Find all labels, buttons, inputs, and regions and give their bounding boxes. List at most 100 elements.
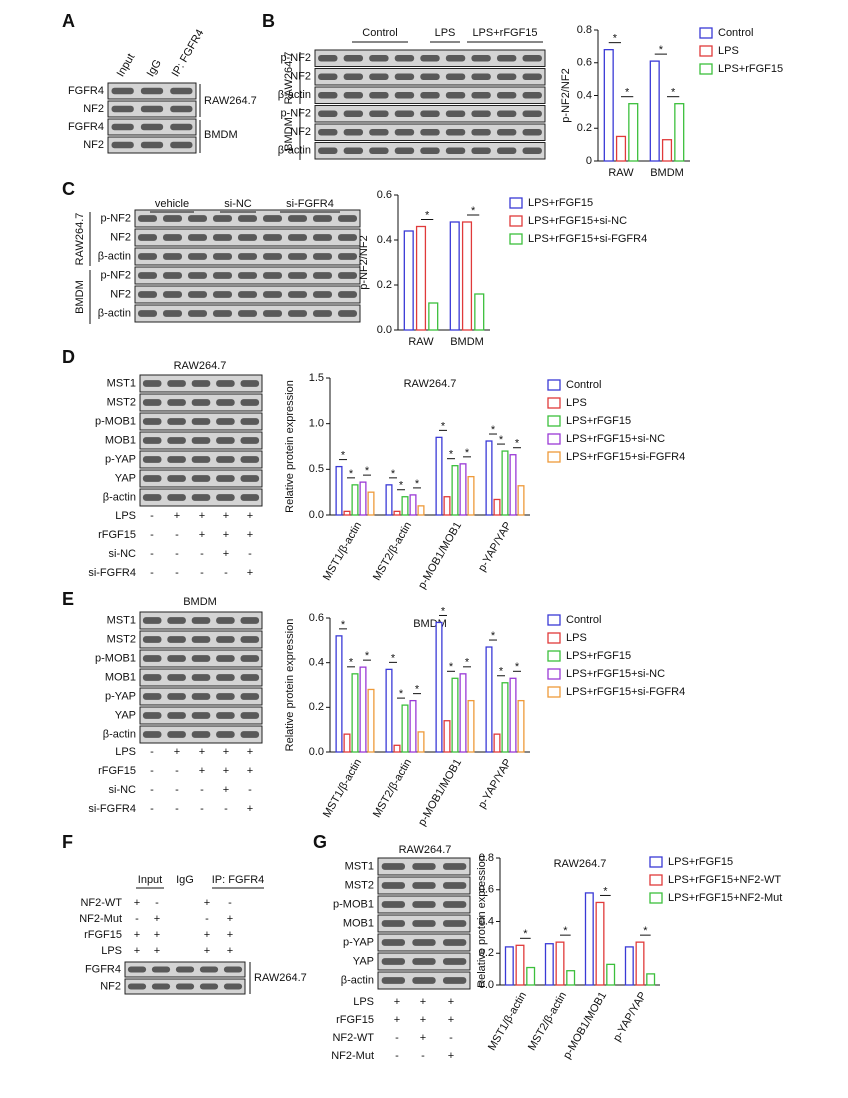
blot-band: [338, 272, 357, 279]
bar: [385, 484, 393, 516]
blot-band: [170, 87, 193, 95]
condition-sign: +: [227, 945, 233, 957]
blot-band: [151, 983, 171, 990]
bar: [566, 970, 576, 986]
blot-band: [111, 105, 134, 113]
bar: [628, 103, 639, 162]
blot-band: [343, 128, 364, 136]
blot-band: [471, 54, 491, 62]
legend-label: LPS+rFGF15+si-NC: [566, 668, 665, 680]
bar: [493, 733, 501, 753]
significance-label: *: [391, 468, 396, 480]
blot-column-label: Input: [115, 52, 138, 79]
blot-row-label: NF2: [110, 288, 131, 300]
y-tick-label: 0.6: [309, 612, 324, 624]
blot-band: [288, 291, 307, 298]
condition-label: si-NC: [109, 548, 137, 560]
condition-sign: -: [150, 548, 154, 560]
significance-label: *: [449, 661, 454, 673]
bar: [367, 688, 375, 753]
blot-band: [318, 73, 338, 81]
blot-band: [191, 617, 211, 624]
y-tick-label: 0.4: [479, 915, 494, 927]
legend-swatch: [649, 892, 663, 904]
blot-row-label: p-NF2: [280, 108, 311, 120]
blot-band: [142, 693, 162, 700]
blot-band: [318, 110, 338, 118]
blot-group-label: BMDM: [74, 280, 86, 314]
significance-label: *: [465, 447, 470, 459]
bar: [624, 946, 634, 986]
blot-band: [522, 147, 542, 155]
bar: [343, 510, 351, 516]
condition-sign: -: [200, 548, 204, 560]
blot-row-label: MST1: [107, 377, 136, 389]
condition-sign: +: [223, 784, 229, 796]
blot-band: [238, 234, 257, 241]
legend-label: LPS+rFGF15: [528, 197, 593, 209]
condition-label: si-NC: [109, 784, 137, 796]
blot-band: [167, 617, 186, 624]
condition-sign: +: [223, 510, 229, 522]
blot-band: [142, 418, 162, 425]
blot-band: [238, 310, 257, 317]
blot-band: [216, 437, 235, 444]
blot-column-label: vehicle: [155, 198, 189, 210]
condition-sign: +: [420, 996, 426, 1008]
bar: [409, 699, 417, 753]
bar: [615, 135, 627, 162]
bar: [485, 646, 493, 753]
condition-sign: -: [395, 1050, 399, 1062]
blot-column-label: IgG: [145, 58, 164, 79]
condition-sign: +: [247, 803, 253, 815]
condition-sign: -: [205, 913, 209, 925]
blot-band: [369, 54, 389, 62]
blot-band: [522, 110, 542, 118]
blot-band: [240, 617, 260, 624]
blot-band: [167, 655, 186, 662]
blot-band: [420, 128, 440, 136]
blot-band: [288, 215, 307, 222]
blot-band: [522, 128, 542, 136]
condition-sign: +: [199, 529, 205, 541]
blot-band: [151, 966, 171, 973]
legend-swatch: [649, 874, 663, 886]
condition-sign: +: [448, 1050, 454, 1062]
blot-band: [216, 674, 235, 681]
x-tick-label: p-MOB1/MOB1: [416, 520, 464, 591]
condition-label: LPS: [353, 996, 374, 1008]
blot-band: [394, 73, 415, 81]
blot-band: [238, 272, 257, 279]
blot-group-label: RAW264.7: [204, 95, 257, 107]
bar: [403, 230, 414, 331]
significance-label: *: [603, 885, 608, 897]
blot-row-label: p-YAP: [343, 936, 374, 948]
blot-band: [471, 147, 491, 155]
blot-band: [369, 91, 389, 99]
blot-band: [522, 54, 542, 62]
blot-band: [412, 939, 436, 946]
condition-sign: +: [420, 1032, 426, 1044]
blot-group-label: RAW264.7: [283, 52, 295, 105]
bar: [401, 704, 409, 753]
blot-band: [138, 215, 157, 222]
blot-band: [167, 456, 186, 463]
bar: [443, 720, 451, 753]
blot-band: [445, 54, 466, 62]
blot-group-label: BMDM: [204, 129, 238, 141]
x-tick-label: MST1/β-actin: [321, 757, 364, 820]
condition-label: rFGF15: [336, 1014, 374, 1026]
condition-sign: -: [155, 897, 159, 909]
blot-band: [111, 87, 134, 95]
bar: [485, 440, 493, 516]
legend-swatch: [547, 614, 561, 626]
blot-band: [412, 863, 436, 870]
bar: [504, 946, 514, 986]
blot-band: [471, 110, 491, 118]
blot-band: [443, 920, 467, 927]
condition-sign: +: [134, 897, 140, 909]
bar: [595, 901, 605, 986]
significance-label: *: [365, 465, 370, 477]
blot-band: [138, 253, 157, 260]
